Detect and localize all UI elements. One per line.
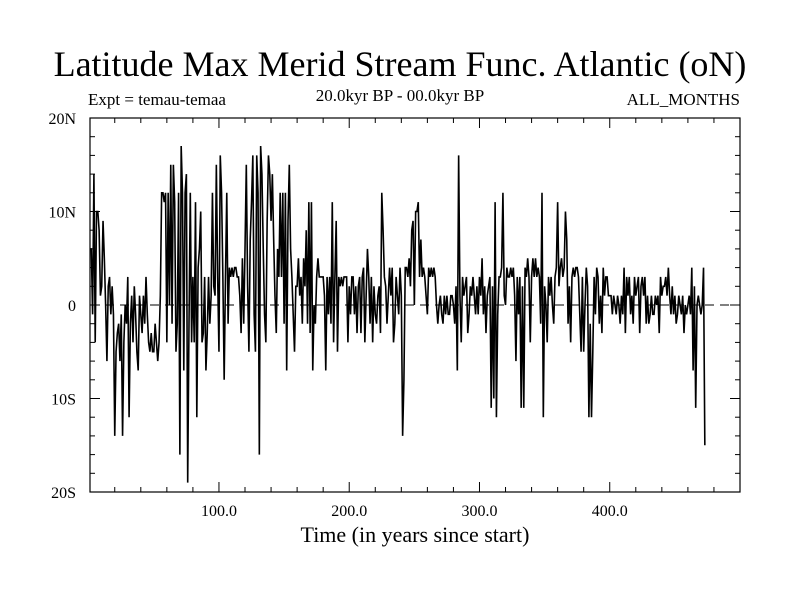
x-tick-label: 100.0	[201, 503, 237, 520]
x-tick-label: 200.0	[331, 503, 367, 520]
y-tick-label: 20S	[51, 485, 76, 502]
y-tick-label: 10N	[48, 205, 76, 222]
y-tick-label: 0	[68, 298, 76, 315]
x-axis-label: Time (in years since start)	[300, 522, 530, 547]
chart-title: Latitude Max Merid Stream Func. Atlantic…	[53, 44, 747, 84]
x-tick-label: 300.0	[461, 503, 497, 520]
experiment-label: Expt = temau-temaa	[88, 90, 226, 109]
months-label: ALL_MONTHS	[626, 90, 740, 109]
period-label: 20.0kyr BP - 00.0kyr BP	[315, 86, 485, 105]
x-tick-label: 400.0	[592, 503, 628, 520]
y-tick-label: 20N	[48, 111, 76, 128]
tick-labels-layer: 100.0 200.0 300.0 400.0 20S 10S 0 10N 20N	[48, 111, 627, 520]
y-tick-label: 10S	[51, 392, 76, 409]
plot-frame	[89, 117, 741, 493]
series-line	[90, 146, 706, 483]
